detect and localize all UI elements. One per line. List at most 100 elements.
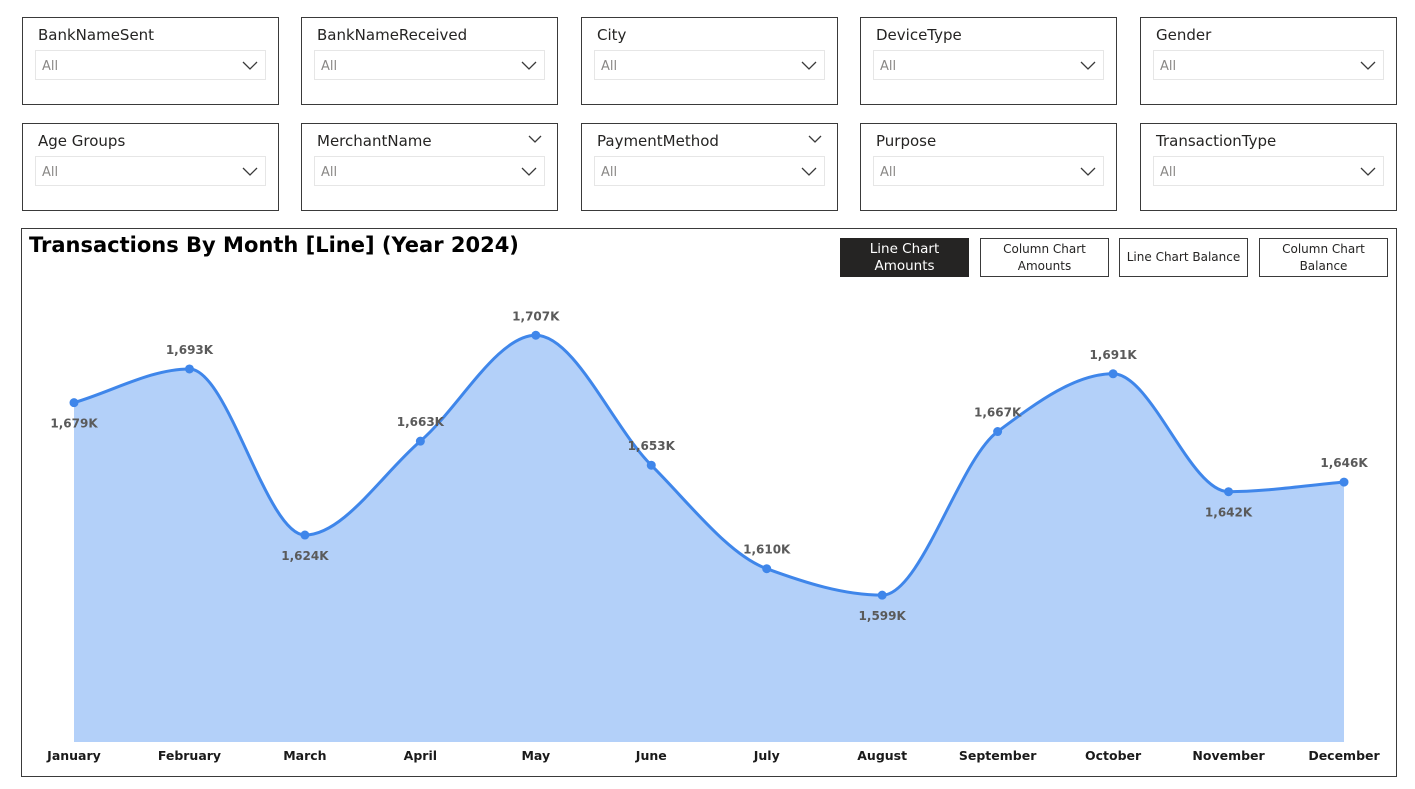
purpose-dropdown[interactable]: All	[873, 156, 1104, 186]
bank-name-sent-dropdown[interactable]: All	[35, 50, 266, 80]
chevron-down-icon[interactable]	[807, 132, 823, 146]
data-point[interactable]	[1339, 477, 1349, 487]
slicer-city: City All	[581, 17, 838, 105]
column-chart-balance-button[interactable]: Column Chart Balance	[1259, 238, 1388, 277]
x-axis-tick-label: September	[959, 748, 1037, 763]
data-point[interactable]	[993, 427, 1003, 437]
data-label: 1,642K	[1205, 506, 1253, 520]
slicer-purpose: Purpose All	[860, 123, 1117, 211]
data-point[interactable]	[1108, 369, 1118, 379]
data-labels: 1,679K 1,693K 1,624K 1,663K 1,707K 1,653K 1,61…	[50, 309, 1368, 623]
dropdown-value: All	[321, 59, 338, 74]
data-label: 1,599K	[859, 609, 907, 623]
chart-panel: 1,679K 1,693K 1,624K 1,663K 1,707K 1,653K 1,61…	[21, 228, 1397, 777]
x-axis: January February March April May June July Augu…	[46, 748, 1380, 763]
slicer-title: Age Groups	[38, 132, 126, 150]
x-axis-tick-label: March	[283, 748, 326, 763]
slicer-title: Gender	[1156, 26, 1212, 44]
dropdown-value: All	[1160, 59, 1177, 74]
data-point[interactable]	[877, 590, 887, 600]
x-axis-tick-label: June	[635, 748, 667, 763]
line-chart-balance-button[interactable]: Line Chart Balance	[1119, 238, 1248, 277]
data-label: 1,663K	[397, 415, 445, 429]
slicer-age-groups: Age Groups All	[22, 123, 279, 211]
slicer-transaction-type: TransactionType All	[1140, 123, 1397, 211]
chevron-down-icon	[521, 61, 537, 70]
city-dropdown[interactable]: All	[594, 50, 825, 80]
dropdown-value: All	[321, 165, 338, 180]
chevron-down-icon	[1080, 61, 1096, 70]
slicer-title: DeviceType	[876, 26, 962, 44]
data-point[interactable]	[646, 460, 656, 470]
slicer-title: City	[597, 26, 627, 44]
dropdown-value: All	[42, 165, 59, 180]
area-fill	[74, 335, 1344, 742]
x-axis-tick-label: November	[1192, 748, 1265, 763]
data-label: 1,693K	[166, 343, 214, 357]
x-axis-tick-label: August	[857, 748, 907, 763]
data-label: 1,624K	[281, 549, 329, 563]
slicer-title: BankNameReceived	[317, 26, 468, 44]
slicer-title: Purpose	[876, 132, 937, 150]
column-chart-amounts-button[interactable]: Column Chart Amounts	[980, 238, 1109, 277]
merchant-name-dropdown[interactable]: All	[314, 156, 545, 186]
slicer-bank-name-sent: BankNameSent All	[22, 17, 279, 105]
slicer-gender: Gender All	[1140, 17, 1397, 105]
x-axis-tick-label: December	[1308, 748, 1380, 763]
payment-method-dropdown[interactable]: All	[594, 156, 825, 186]
chevron-down-icon	[242, 61, 258, 70]
x-axis-tick-label: April	[404, 748, 437, 763]
chevron-down-icon	[1080, 167, 1096, 176]
dropdown-value: All	[880, 165, 897, 180]
data-label: 1,646K	[1320, 456, 1368, 470]
data-label: 1,610K	[743, 543, 791, 557]
data-point[interactable]	[69, 398, 79, 408]
x-axis-tick-label: October	[1085, 748, 1142, 763]
age-groups-dropdown[interactable]: All	[35, 156, 266, 186]
slicer-merchant-name: MerchantName All	[301, 123, 558, 211]
dropdown-value: All	[880, 59, 897, 74]
dropdown-value: All	[1160, 165, 1177, 180]
transaction-type-dropdown[interactable]: All	[1153, 156, 1384, 186]
slicer-title: PaymentMethod	[597, 132, 719, 150]
device-type-dropdown[interactable]: All	[873, 50, 1104, 80]
data-point[interactable]	[300, 530, 310, 540]
slicer-payment-method: PaymentMethod All	[581, 123, 838, 211]
dropdown-value: All	[601, 165, 618, 180]
slicer-title: BankNameSent	[38, 26, 155, 44]
slicer-title: MerchantName	[317, 132, 432, 150]
data-label: 1,667K	[974, 406, 1022, 420]
dropdown-value: All	[42, 59, 59, 74]
data-point[interactable]	[762, 564, 772, 574]
chart-title: Transactions By Month [Line] (Year 2024)	[29, 233, 519, 257]
data-label: 1,691K	[1089, 348, 1137, 362]
chevron-down-icon	[801, 61, 817, 70]
x-axis-tick-label: January	[46, 748, 101, 763]
dropdown-value: All	[601, 59, 618, 74]
data-label: 1,679K	[50, 417, 98, 431]
line-chart: 1,679K 1,693K 1,624K 1,663K 1,707K 1,653K 1,61…	[46, 309, 1380, 763]
x-axis-tick-label: February	[158, 748, 221, 763]
x-axis-tick-label: July	[753, 748, 780, 763]
data-point[interactable]	[1224, 487, 1234, 497]
bank-name-received-dropdown[interactable]: All	[314, 50, 545, 80]
x-axis-tick-label: May	[521, 748, 550, 763]
slicer-device-type: DeviceType All	[860, 17, 1117, 105]
data-point[interactable]	[531, 330, 541, 340]
chevron-down-icon	[1360, 61, 1376, 70]
data-point[interactable]	[184, 364, 194, 374]
series-line[interactable]	[73, 333, 1345, 597]
chevron-down-icon	[801, 167, 817, 176]
gender-dropdown[interactable]: All	[1153, 50, 1384, 80]
data-label: 1,653K	[628, 439, 676, 453]
chevron-down-icon	[1360, 167, 1376, 176]
chevron-down-icon[interactable]	[527, 132, 543, 146]
chevron-down-icon	[521, 167, 537, 176]
slicer-title: TransactionType	[1156, 132, 1277, 150]
data-point[interactable]	[415, 436, 425, 446]
slicer-bank-name-received: BankNameReceived All	[301, 17, 558, 105]
line-chart-amounts-button[interactable]: Line Chart Amounts	[840, 238, 969, 277]
data-label: 1,707K	[512, 309, 560, 323]
data-points	[69, 330, 1349, 600]
chevron-down-icon	[242, 167, 258, 176]
